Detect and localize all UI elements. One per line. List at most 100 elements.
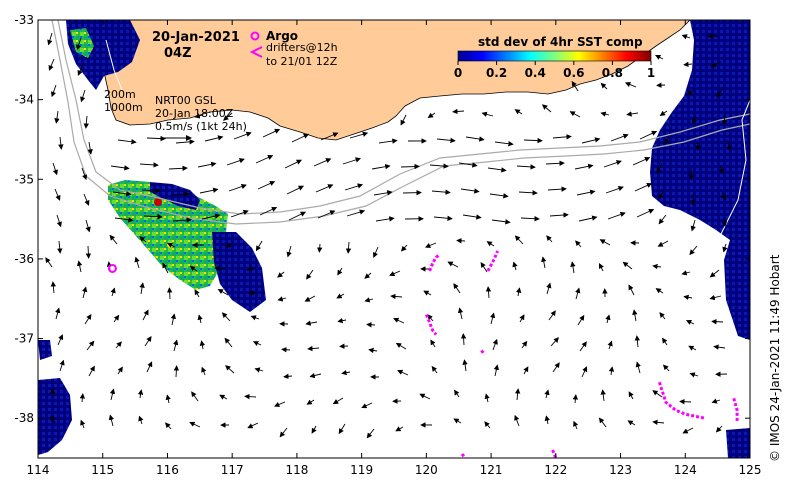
current-vector	[520, 216, 540, 222]
current-vector	[431, 189, 451, 195]
current-vector	[480, 261, 488, 273]
current-vector	[112, 191, 132, 197]
current-vector	[547, 186, 567, 192]
current-vector	[283, 373, 293, 380]
current-vector	[397, 369, 409, 376]
current-vector	[635, 361, 641, 374]
colorbar-tick-label: 0.4	[525, 66, 546, 80]
current-vector	[342, 157, 361, 165]
current-vector	[514, 109, 523, 115]
current-vector	[277, 296, 287, 302]
current-vector	[456, 238, 466, 244]
current-vector	[486, 241, 495, 247]
current-vector	[87, 141, 93, 155]
current-vector	[54, 188, 61, 201]
current-vector	[581, 137, 601, 144]
current-vector	[512, 261, 518, 271]
current-vector	[305, 320, 318, 326]
current-vector	[57, 240, 63, 254]
current-vector	[81, 167, 88, 181]
x-tick-label: 115	[91, 463, 114, 477]
current-vector	[217, 289, 229, 296]
current-vector	[628, 284, 635, 296]
current-vector	[598, 263, 604, 272]
current-vector	[452, 108, 465, 115]
current-vector	[664, 136, 670, 145]
current-vector	[716, 87, 724, 98]
sst-low-variance-patch	[150, 182, 200, 210]
current-vector	[167, 242, 176, 248]
current-vector	[262, 128, 281, 138]
current-vector	[247, 422, 259, 429]
current-vector	[175, 139, 195, 145]
current-vector	[139, 236, 147, 243]
y-tick-label: -38	[14, 411, 34, 425]
current-vector	[221, 312, 231, 322]
current-vector	[257, 180, 276, 190]
current-vector	[58, 136, 64, 150]
current-vector	[146, 135, 166, 142]
colorbar-tick-label: 0.8	[602, 66, 623, 80]
x-tick-label: 116	[156, 463, 179, 477]
current-vector	[85, 245, 92, 259]
current-vector	[710, 61, 722, 68]
current-vector	[430, 339, 436, 348]
current-vector	[427, 314, 434, 322]
current-vector	[45, 257, 53, 268]
model-name: NRT00 GSL	[155, 94, 217, 107]
x-tick-label: 122	[544, 463, 567, 477]
current-vector	[288, 211, 307, 221]
current-vector	[577, 314, 585, 326]
drifter-track	[425, 314, 438, 336]
current-vector	[189, 421, 201, 428]
current-vector	[598, 417, 607, 428]
current-vector	[194, 289, 200, 298]
current-vector	[173, 339, 179, 352]
current-vector	[720, 191, 726, 201]
current-vector	[79, 393, 86, 403]
colorbar-tick-label: 1	[647, 66, 655, 80]
current-vector	[514, 235, 524, 245]
isobath-label-200m: 200m	[104, 88, 136, 101]
current-vector	[76, 260, 83, 273]
current-vector	[304, 295, 316, 302]
current-vector	[487, 167, 507, 173]
current-vector	[570, 261, 576, 274]
current-vector	[721, 217, 728, 227]
current-vector	[719, 165, 724, 175]
x-tick-label: 123	[609, 463, 632, 477]
current-vector	[76, 37, 82, 51]
current-vector	[689, 245, 698, 256]
colorbar-tick-label: 0	[454, 66, 462, 80]
current-vector	[349, 131, 369, 139]
current-vector	[219, 394, 228, 400]
current-vector	[692, 115, 698, 125]
current-vector	[652, 390, 663, 398]
current-vector	[713, 344, 726, 350]
current-vector	[626, 111, 639, 117]
current-vector	[679, 398, 692, 405]
current-vector	[624, 82, 637, 88]
map-credit: © IMOS 24-Jan-2021 11:49 Hobart	[768, 254, 782, 462]
current-vector	[226, 158, 245, 166]
current-vector	[375, 216, 395, 222]
australia-landmass	[99, 20, 691, 141]
current-vector	[572, 394, 579, 404]
current-vector	[541, 104, 552, 113]
current-vector	[400, 114, 407, 126]
model-time: 20-Jan 18:00Z	[155, 107, 234, 120]
current-vector	[481, 111, 494, 117]
drifter-track	[732, 397, 739, 423]
current-vector	[578, 215, 598, 222]
current-vector	[344, 183, 364, 191]
argo-legend-icon	[250, 31, 260, 41]
current-vector	[681, 34, 691, 40]
current-vector	[338, 423, 346, 435]
drifter-legend-label-1: drifters@12h	[266, 41, 338, 54]
current-vector	[228, 183, 247, 192]
current-vector	[393, 317, 405, 324]
map-date: 20-Jan-2021	[152, 30, 240, 45]
current-vector	[306, 269, 314, 280]
current-vector	[610, 133, 629, 142]
